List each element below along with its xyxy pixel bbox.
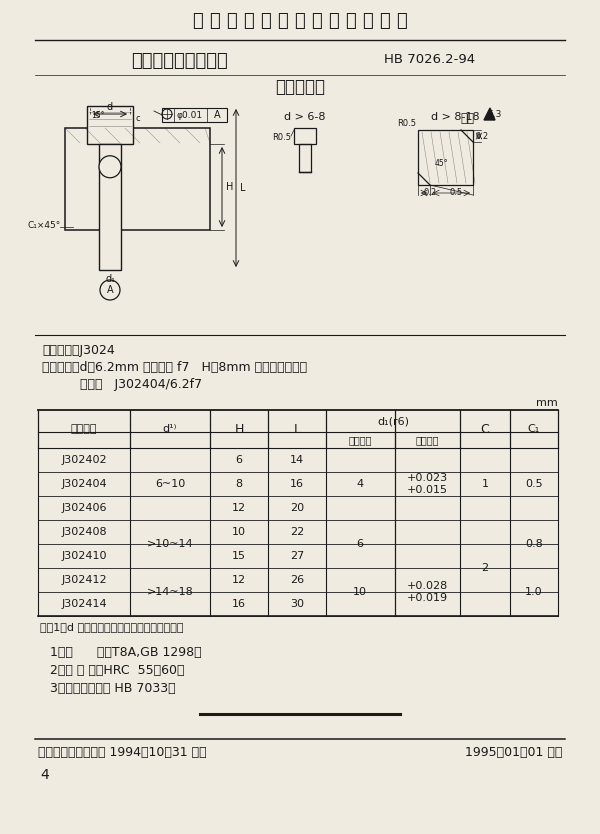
- Text: A: A: [107, 285, 113, 295]
- Text: 3．技术条件：按 HB 7033。: 3．技术条件：按 HB 7033。: [50, 682, 176, 695]
- Text: 极限偏差: 极限偏差: [415, 435, 439, 445]
- Circle shape: [99, 156, 121, 178]
- Text: J302412: J302412: [61, 575, 107, 585]
- Text: J302408: J302408: [61, 527, 107, 537]
- Text: 30: 30: [290, 599, 304, 609]
- Bar: [418, 130, 473, 185]
- Text: 22: 22: [290, 527, 304, 537]
- Text: H: H: [235, 423, 244, 435]
- Text: HB 7026.2-94: HB 7026.2-94: [385, 53, 476, 66]
- Text: mm: mm: [536, 398, 558, 408]
- Text: C: C: [481, 423, 490, 435]
- Text: d: d: [107, 102, 113, 112]
- Text: +0.023
+0.015: +0.023 +0.015: [406, 473, 448, 495]
- Text: c: c: [135, 113, 140, 123]
- Polygon shape: [484, 108, 495, 120]
- Text: 注：1）d 的基本尺寸与极限偏差面设计确定。: 注：1）d 的基本尺寸与极限偏差面设计确定。: [40, 622, 184, 632]
- Text: d > 8-18: d > 8-18: [431, 112, 479, 122]
- Text: 0.8: 0.8: [525, 539, 543, 549]
- Text: H: H: [226, 182, 233, 192]
- Text: 基本尺寸: 基本尺寸: [348, 435, 372, 445]
- Text: 6: 6: [356, 539, 364, 549]
- Text: 1995－01－01 实施: 1995－01－01 实施: [464, 746, 562, 759]
- Text: A: A: [214, 110, 220, 120]
- Text: 1: 1: [482, 479, 488, 489]
- Text: J302402: J302402: [61, 455, 107, 465]
- Text: d₁: d₁: [105, 274, 115, 284]
- Text: J302406: J302406: [61, 503, 107, 513]
- Text: 15°: 15°: [91, 111, 104, 120]
- Text: d¹⁾: d¹⁾: [163, 424, 177, 434]
- Text: C₁: C₁: [528, 424, 540, 434]
- Text: J302410: J302410: [61, 551, 107, 561]
- Text: 标记代号: 标记代号: [71, 424, 97, 434]
- Text: 其余: 其余: [460, 112, 474, 125]
- Bar: [294, 128, 316, 144]
- Text: 6~10: 6~10: [155, 479, 185, 489]
- Text: 6.3: 6.3: [487, 110, 502, 119]
- Text: 14: 14: [290, 455, 304, 465]
- Text: 8: 8: [235, 479, 242, 489]
- Bar: [299, 144, 311, 172]
- Bar: [99, 144, 121, 270]
- Text: J302414: J302414: [61, 599, 107, 609]
- Text: C₁×45°: C₁×45°: [27, 220, 60, 229]
- Text: 1.0: 1.0: [525, 587, 543, 597]
- Text: 标记示例：d＝6.2mm 公差带为 f7   H＝8mm 的圆柱定位销：: 标记示例：d＝6.2mm 公差带为 f7 H＝8mm 的圆柱定位销：: [42, 361, 307, 374]
- Bar: [87, 106, 133, 144]
- Text: 0.5: 0.5: [450, 188, 463, 197]
- Text: 26: 26: [290, 575, 304, 585]
- Text: d₁(r6): d₁(r6): [377, 416, 409, 426]
- Bar: [162, 108, 227, 122]
- Text: L: L: [293, 423, 301, 435]
- Text: >10~14: >10~14: [146, 539, 193, 549]
- Text: 分类代号：J3024: 分类代号：J3024: [42, 344, 115, 357]
- Text: d > 6-8: d > 6-8: [284, 112, 326, 122]
- Text: 45°: 45°: [434, 158, 448, 168]
- Text: +0.028
+0.019: +0.028 +0.019: [406, 581, 448, 603]
- Text: 2．热 处 理：HRC  55～60。: 2．热 处 理：HRC 55～60。: [50, 664, 185, 677]
- Text: 27: 27: [290, 551, 304, 561]
- Text: 0.2: 0.2: [476, 132, 489, 140]
- Text: 6: 6: [235, 455, 242, 465]
- Bar: [65, 128, 210, 230]
- Text: 20: 20: [290, 503, 304, 513]
- Text: 夹具通用元件定位件: 夹具通用元件定位件: [131, 52, 229, 70]
- Text: 0.2: 0.2: [423, 188, 436, 197]
- Text: 12: 12: [232, 503, 246, 513]
- Text: 4: 4: [40, 768, 49, 782]
- Text: 10: 10: [232, 527, 246, 537]
- Text: 圆柱定位销: 圆柱定位销: [275, 78, 325, 96]
- Text: L: L: [240, 183, 245, 193]
- Text: 0.5: 0.5: [525, 479, 543, 489]
- Text: 定位销   J302404/6.2f7: 定位销 J302404/6.2f7: [80, 378, 202, 391]
- Text: 16: 16: [290, 479, 304, 489]
- Text: 4: 4: [356, 479, 364, 489]
- Text: R0.5: R0.5: [272, 133, 291, 142]
- Text: 10: 10: [353, 587, 367, 597]
- Text: 15: 15: [232, 551, 246, 561]
- Text: 1．材      料：T8A,GB 1298。: 1．材 料：T8A,GB 1298。: [50, 646, 202, 659]
- Text: J302404: J302404: [61, 479, 107, 489]
- Text: φ0.01: φ0.01: [177, 110, 203, 119]
- Text: 16: 16: [232, 599, 246, 609]
- Text: >14~18: >14~18: [146, 587, 193, 597]
- Text: 中国航空工业总公司 1994－10－31 发布: 中国航空工业总公司 1994－10－31 发布: [38, 746, 206, 759]
- Text: 2: 2: [481, 563, 488, 573]
- Text: 中 华 人 民 共 和 国 航 空 工 业 标 准: 中 华 人 民 共 和 国 航 空 工 业 标 准: [193, 12, 407, 30]
- Text: 12: 12: [232, 575, 246, 585]
- Text: R0.5: R0.5: [397, 119, 416, 128]
